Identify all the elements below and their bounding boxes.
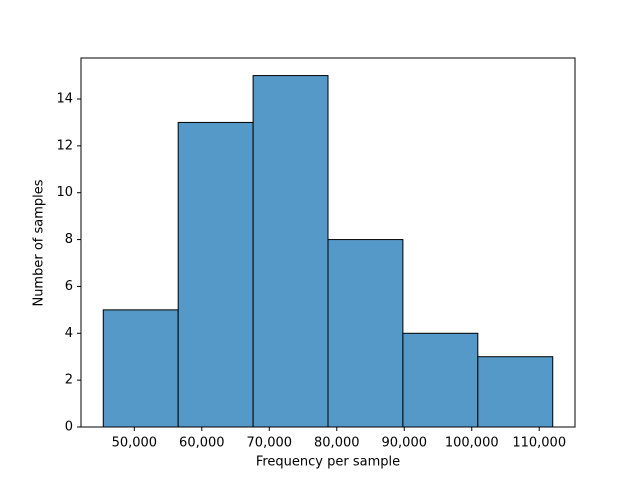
y-tick-label: 10	[56, 185, 73, 200]
x-tick-label: 80,000	[314, 436, 360, 451]
x-axis-label: Frequency per sample	[256, 455, 400, 470]
bar	[252, 75, 329, 428]
y-tick-label: 4	[65, 326, 73, 341]
bar	[327, 239, 404, 428]
bar	[477, 356, 554, 428]
bar	[102, 309, 179, 428]
y-tick-label: 0	[65, 420, 73, 435]
x-tick-label: 50,000	[112, 436, 158, 451]
y-axis-label: Number of samples	[32, 179, 47, 306]
x-tick-label: 110,000	[512, 436, 566, 451]
y-tick-label: 6	[65, 279, 73, 294]
y-tick-label: 12	[56, 138, 73, 153]
x-tick-label: 60,000	[179, 436, 225, 451]
x-tick-label: 100,000	[445, 436, 499, 451]
bar	[402, 332, 479, 428]
y-tick-label: 14	[56, 92, 73, 107]
y-tick-label: 8	[65, 232, 73, 247]
x-tick-label: 70,000	[247, 436, 293, 451]
plot-frame	[80, 57, 576, 428]
y-tick-label: 2	[65, 373, 73, 388]
x-tick-label: 90,000	[382, 436, 428, 451]
bar	[177, 121, 254, 428]
